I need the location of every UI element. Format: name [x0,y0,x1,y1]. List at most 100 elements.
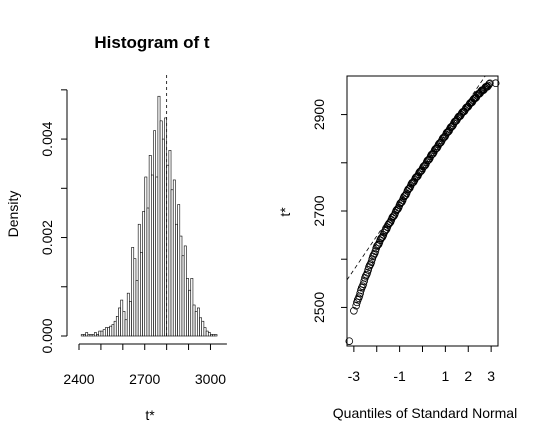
histogram-bar [142,211,146,337]
histogram-bar [135,280,139,337]
histogram-bar [148,155,152,337]
qq-y-tick-label: 2900 [311,99,327,130]
histogram-bar [183,245,187,337]
histogram-bar [159,120,163,337]
histogram-bar [137,223,141,337]
qq-point [381,227,389,235]
histogram-bar [199,317,203,337]
histogram-bar [91,334,95,337]
histogram-bar [177,204,181,337]
histogram-bar [172,179,176,337]
histogram-x-tick-label: 3000 [195,371,226,387]
histogram-bar [181,255,185,337]
histogram-bar [120,299,124,337]
qq-point [385,219,393,228]
histogram-bar [212,334,216,337]
histogram-bar [122,311,126,337]
histogram-bar [168,150,172,337]
qq-point [486,79,494,88]
qq-point [491,79,500,88]
histogram-bar [83,334,86,337]
qq-y-tick-label: 2500 [311,292,327,323]
histogram-bar [96,334,100,337]
qq-axes: -3 -1 1 2 3 2500 2700 2900 [311,75,495,384]
qq-point [389,212,398,220]
histogram-bar [186,278,189,337]
histogram-title: Histogram of t [94,33,210,52]
histogram-bar [118,307,121,337]
histogram-bar [102,329,106,337]
histogram-bar [129,301,132,337]
qq-point [397,198,405,207]
histogram-bar [94,332,97,337]
qq-point [345,337,354,345]
histogram-bar [207,332,211,337]
histogram-bar [205,330,209,337]
histogram-bar [144,176,148,337]
qq-plot-frame [346,75,499,347]
qq-x-tick-label: 2 [464,368,472,384]
histogram-bar [111,324,115,337]
histogram-bar [89,334,93,337]
histogram-bar [210,334,213,337]
histogram-bar [190,278,194,337]
histogram-bar [203,327,207,337]
qq-panel: Quantiles of Standard Normal t* -3 -1 1 2 3 2… [277,75,517,421]
histogram-bar [197,307,200,337]
histogram-x-tick-label: 2400 [63,371,94,387]
histogram-y-label: Density [5,191,21,238]
qq-x-tick-label: -3 [348,368,361,384]
qq-x-tick-label: -1 [393,368,406,384]
qq-point [360,277,368,285]
qq-point [363,268,372,277]
histogram-bar [153,130,156,337]
qq-point [389,212,397,221]
histogram-bar [115,316,119,337]
histogram-bar [109,325,113,337]
histogram-bar [107,327,110,337]
qq-x-tick-label: 1 [441,368,449,384]
histogram-bar [98,330,102,337]
qq-point [350,307,358,315]
histogram-bar [157,95,161,337]
histogram-bar [87,334,91,337]
qq-point [353,296,362,304]
histogram-bar [192,304,196,337]
qq-point [357,283,366,292]
histogram-bars [80,75,218,337]
histogram-y-tick-label: 0.000 [39,318,55,353]
qq-point [367,258,376,266]
histogram-bar [175,223,178,337]
qq-y-label: t* [277,207,293,217]
histogram-bar [100,330,104,337]
qq-points [345,79,500,345]
histogram-bar [80,334,84,337]
histogram-bar [214,334,218,337]
histogram-y-tick-label: 0.004 [39,121,55,156]
histogram-bar [131,247,135,337]
qq-point [401,191,409,200]
qq-point [356,289,364,298]
qq-reference-line [346,75,486,281]
histogram-bar [126,292,130,337]
qq-y-tick-label: 2700 [311,195,327,226]
histogram-bar [151,174,154,337]
histogram-bar [140,252,143,337]
histogram-bar [170,189,174,337]
histogram-axes: 2400 2700 3000 0.000 0.002 0.004 [39,89,227,387]
histogram-x-tick-label: 2700 [129,371,160,387]
histogram-bar [146,207,150,337]
qq-point [369,251,378,259]
histogram-bar [113,320,117,337]
histogram-bar [104,327,108,337]
histogram-bar [201,320,205,337]
histogram-bar [85,332,89,337]
histogram-x-label: t* [145,407,155,423]
qq-x-label: Quantiles of Standard Normal [333,405,517,421]
qq-x-tick-label: 3 [487,368,495,384]
histogram-bar [155,176,159,337]
histogram-panel: Histogram of t t* Density 2400 2700 3000 0.… [5,33,227,423]
histogram-bar [194,311,198,337]
qq-point [352,301,360,310]
